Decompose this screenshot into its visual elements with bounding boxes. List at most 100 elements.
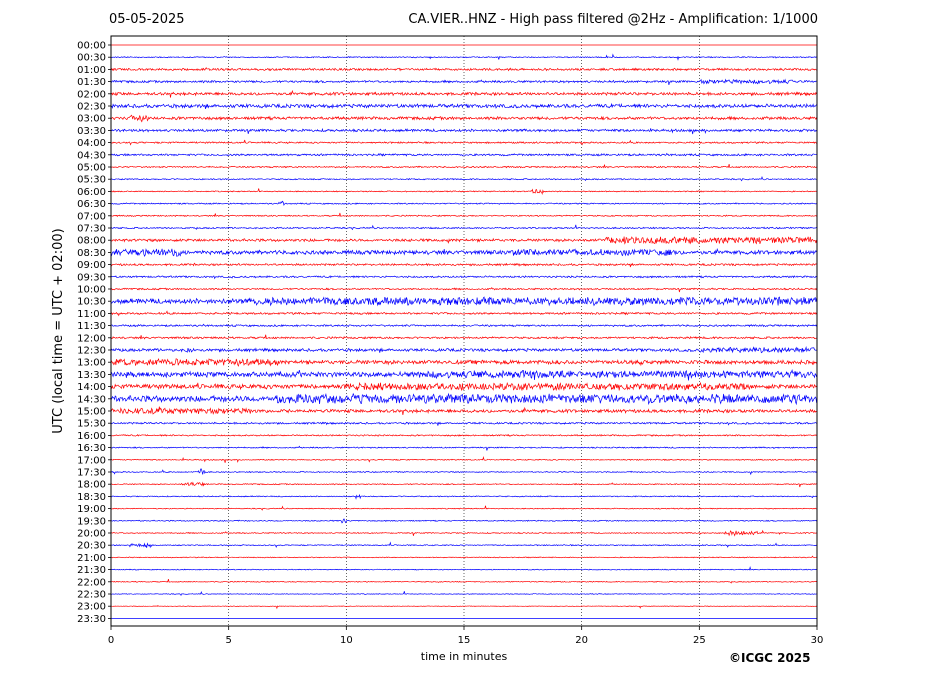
y-tick-label: 12:00: [77, 333, 106, 344]
y-tick-label: 06:00: [77, 187, 106, 198]
trace-row-1430: [110, 392, 817, 406]
y-tick-label: 04:30: [77, 150, 106, 161]
trace-row-2200: [110, 579, 817, 584]
y-tick-label: 13:00: [77, 358, 106, 369]
y-tick-label: 02:30: [77, 102, 106, 113]
trace-row-0900: [110, 262, 817, 268]
y-tick-label: 11:30: [77, 321, 106, 332]
y-tick-label: 15:00: [77, 407, 106, 418]
trace-row-2300: [110, 605, 817, 610]
trace-row-1800: [110, 481, 817, 488]
trace-row-1600: [110, 434, 817, 437]
y-tick-label: 20:30: [77, 541, 106, 552]
trace-row-0600: [110, 188, 817, 196]
trace-row-0130: [110, 78, 817, 86]
trace-row-1100: [110, 310, 817, 317]
trace-row-1830: [110, 493, 817, 500]
trace-row-0300: [110, 114, 817, 123]
trace-row-0330: [110, 127, 817, 135]
y-tick-label: 22:30: [77, 590, 106, 601]
y-tick-label: 04:00: [77, 138, 106, 149]
y-tick-label: 18:00: [77, 480, 106, 491]
trace-row-0700: [110, 212, 817, 218]
trace-row-1230: [110, 346, 817, 354]
y-tick-label: 14:00: [77, 382, 106, 393]
trace-row-0500: [110, 164, 817, 169]
vertical-grid: [228, 36, 700, 626]
trace-row-1900: [110, 505, 817, 511]
x-axis-ticks: 0 5 10 15 20 25 30: [108, 626, 824, 646]
y-tick-label: 07:00: [77, 211, 106, 222]
x-tick-label: 0: [108, 635, 114, 646]
y-tick-label: 00:00: [77, 41, 106, 52]
x-tick-label: 15: [458, 635, 471, 646]
trace-row-0030: [110, 53, 817, 61]
y-tick-label: 03:00: [77, 114, 106, 125]
x-axis-label: time in minutes: [421, 650, 508, 663]
trace-row-1400: [110, 381, 817, 392]
date-label: 05-05-2025: [109, 12, 185, 27]
trace-row-1000: [110, 286, 817, 293]
y-tick-label: 00:30: [77, 53, 106, 64]
trace-row-1030: [110, 296, 817, 307]
trace-row-2230: [110, 590, 817, 597]
y-tick-label: 08:30: [77, 248, 106, 259]
y-tick-label: 13:30: [77, 370, 106, 381]
trace-row-0930: [110, 275, 817, 280]
y-tick-label: 03:30: [77, 126, 106, 137]
trace-row-2000: [110, 529, 817, 537]
copyright-label: ©ICGC 2025: [729, 651, 811, 665]
x-tick-label: 5: [225, 635, 231, 646]
y-tick-label: 09:00: [77, 260, 106, 271]
chart-title: CA.VIER..HNZ - High pass filtered @2Hz -…: [408, 12, 818, 27]
y-tick-label: 21:00: [77, 553, 106, 564]
trace-row-0630: [110, 200, 817, 206]
y-tick-label: 17:00: [77, 455, 106, 466]
x-tick-label: 30: [811, 635, 824, 646]
trace-row-0230: [110, 102, 817, 110]
trace-row-2030: [110, 541, 817, 549]
y-tick-label: 12:30: [77, 346, 106, 357]
y-tick-label: 19:30: [77, 516, 106, 527]
trace-row-1630: [110, 445, 817, 451]
y-tick-label: 05:30: [77, 175, 106, 186]
trace-row-0430: [110, 152, 817, 157]
x-tick-label: 25: [693, 635, 706, 646]
x-tick-label: 20: [575, 635, 588, 646]
trace-row-0800: [110, 236, 817, 245]
trace-row-0100: [110, 67, 817, 72]
trace-row-1930: [110, 518, 817, 524]
y-tick-label: 16:30: [77, 443, 106, 454]
y-tick-label: 18:30: [77, 492, 106, 503]
y-tick-label: 05:00: [77, 163, 106, 174]
y-tick-label: 19:00: [77, 504, 106, 515]
y-tick-label: 23:00: [77, 602, 106, 613]
trace-row-2130: [110, 566, 817, 571]
trace-row-0530: [110, 175, 817, 182]
trace-row-0400: [110, 139, 817, 146]
trace-row-1300: [110, 357, 817, 367]
y-tick-label: 21:30: [77, 565, 106, 576]
y-tick-label: 11:00: [77, 309, 106, 320]
trace-row-2100: [110, 555, 817, 559]
trace-row-1530: [110, 421, 817, 426]
y-tick-label: 17:30: [77, 468, 106, 479]
trace-row-1200: [110, 334, 817, 340]
y-tick-label: 10:30: [77, 297, 106, 308]
y-tick-label: 10:00: [77, 285, 106, 296]
trace-row-1500: [110, 406, 817, 416]
trace-row-1130: [110, 323, 817, 328]
trace-row-1730: [110, 468, 817, 476]
y-tick-label: 15:30: [77, 419, 106, 430]
y-tick-label: 06:30: [77, 199, 106, 210]
trace-row-1330: [110, 369, 817, 381]
y-tick-label: 22:00: [77, 577, 106, 588]
y-axis-label: UTC (local time = UTC + 02:00): [51, 228, 66, 433]
y-tick-label: 07:30: [77, 224, 106, 235]
seismic-traces: [110, 44, 817, 619]
y-tick-label: 16:00: [77, 431, 106, 442]
trace-row-0830: [110, 248, 817, 257]
y-tick-label: 02:00: [77, 89, 106, 100]
